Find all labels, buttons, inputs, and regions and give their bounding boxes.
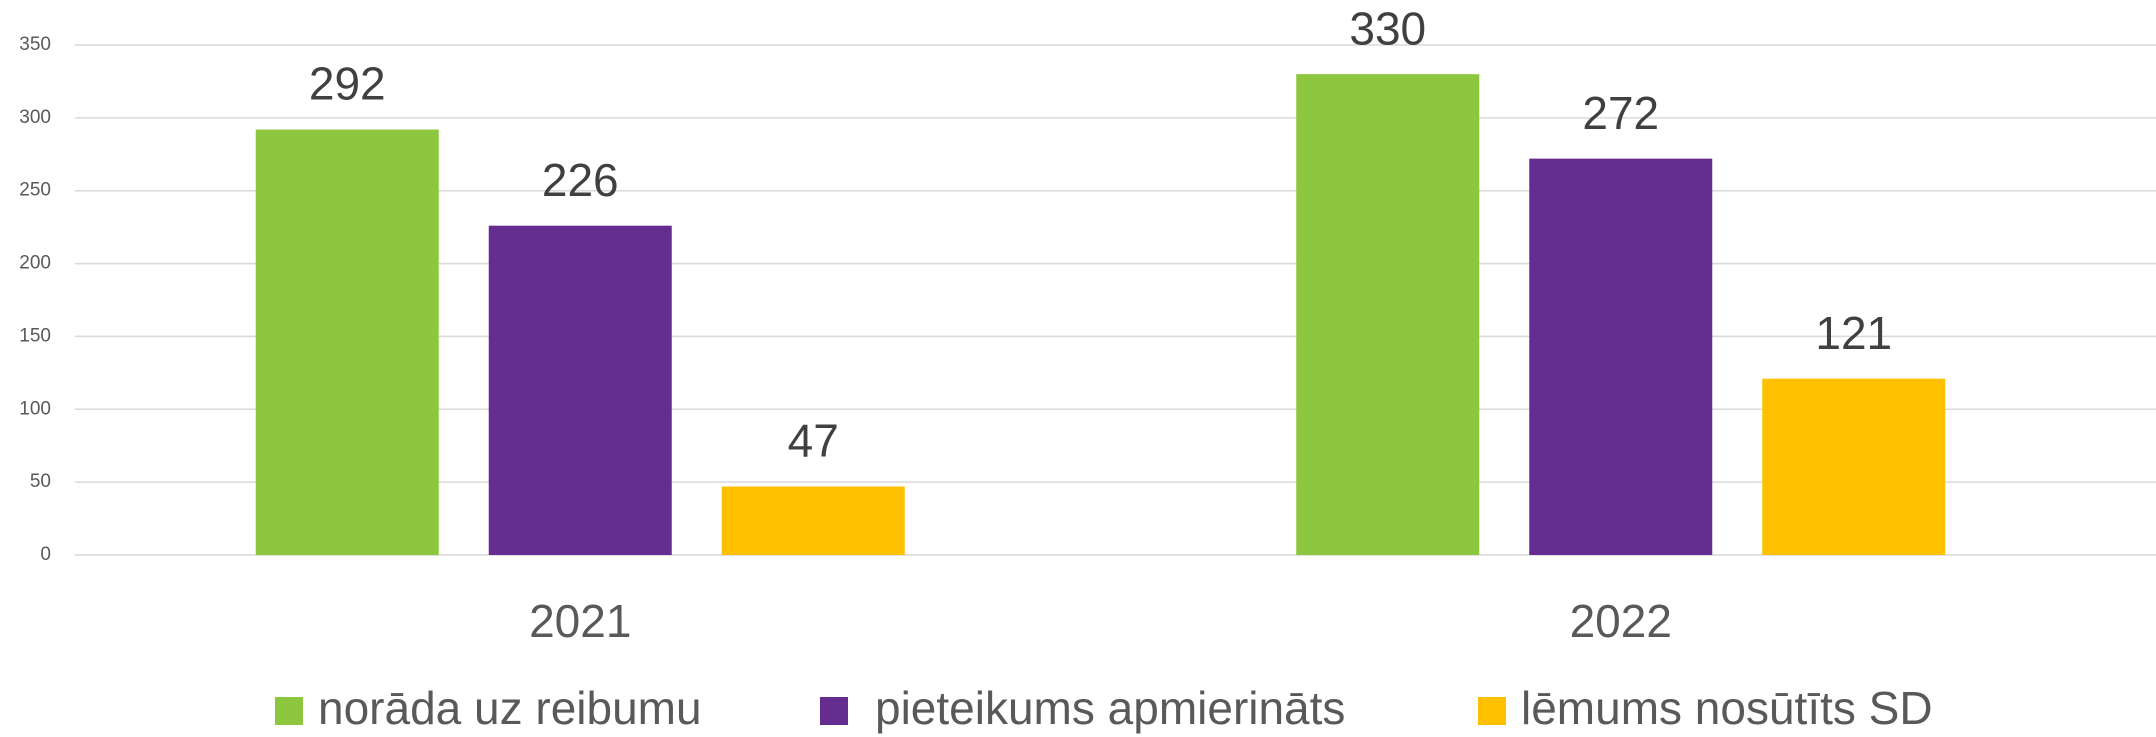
x-tick-label: 2022 <box>1570 595 1672 647</box>
y-tick-label: 250 <box>19 180 51 201</box>
legend-swatch <box>275 697 303 725</box>
legend-label: pieteikums apmierināts <box>875 682 1345 734</box>
y-tick-label: 150 <box>19 325 51 346</box>
bar <box>721 486 905 555</box>
bar <box>255 129 439 555</box>
legend-label: lēmums nosūtīts SD <box>1521 682 1933 734</box>
y-tick-label: 350 <box>19 34 51 55</box>
value-label: 47 <box>788 415 839 467</box>
value-label: 330 <box>1349 2 1426 54</box>
legend-label: norāda uz reibumu <box>318 682 702 734</box>
y-tick-label: 100 <box>19 398 51 419</box>
value-label: 226 <box>542 154 619 206</box>
x-tick-label: 2021 <box>529 595 631 647</box>
bar <box>1296 74 1480 556</box>
y-tick-label: 50 <box>30 471 51 492</box>
value-label: 272 <box>1582 87 1659 139</box>
y-tick-label: 200 <box>19 253 51 274</box>
legend-swatch <box>1478 697 1506 725</box>
y-tick-label: 0 <box>40 544 51 565</box>
bar <box>488 225 672 555</box>
bar <box>1762 378 1946 555</box>
value-label: 292 <box>309 58 386 110</box>
bar <box>1529 158 1713 555</box>
legend-swatch <box>820 697 848 725</box>
value-label: 121 <box>1815 307 1892 359</box>
y-tick-label: 300 <box>19 107 51 128</box>
